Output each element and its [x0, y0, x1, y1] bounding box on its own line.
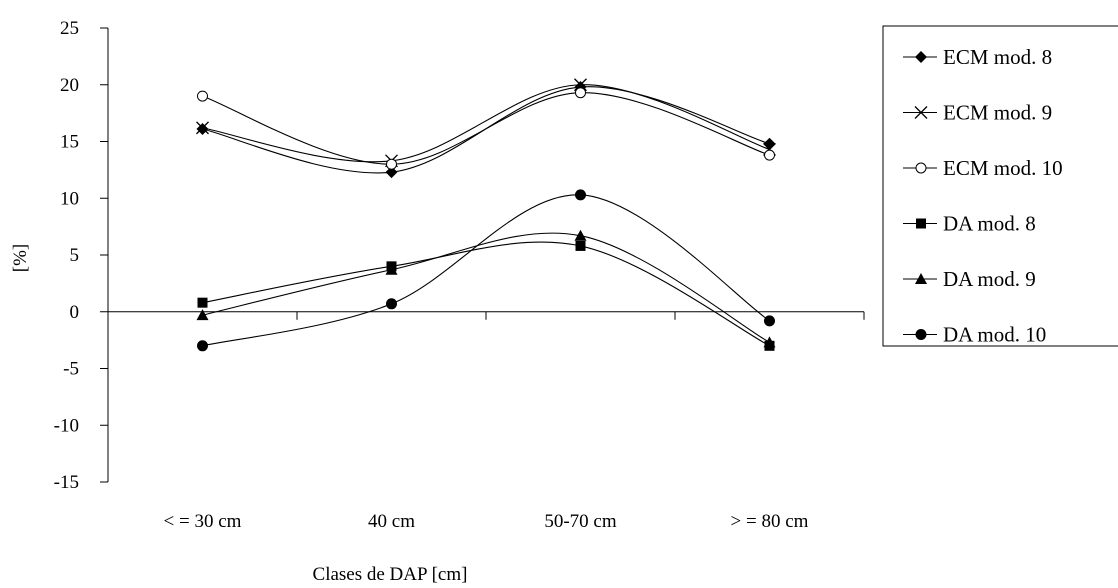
data-point [575, 189, 586, 201]
y-tick-label: -5 [63, 359, 79, 380]
x-axis: < = 30 cm 40 cm 50-70 cm > = 80 cm [107, 311, 865, 532]
legend-label: ECM mod. 9 [943, 101, 1052, 125]
series-lines [202, 84, 770, 347]
data-point [196, 123, 209, 136]
x-tick-label: > = 80 cm [731, 511, 809, 532]
data-point [197, 340, 208, 352]
data-point [764, 149, 775, 161]
x-tick-label: < = 30 cm [164, 511, 242, 532]
x-tick-label: 50-70 cm [544, 511, 617, 532]
legend: ECM mod. 8 ECM mod. 9 ECM mod. 10 DA mod. 8… [882, 25, 1118, 347]
data-point [386, 298, 397, 310]
data-point [196, 121, 209, 135]
series-line [202, 232, 770, 343]
series-markers [196, 78, 776, 352]
legend-label: DA mod. 8 [943, 212, 1036, 236]
y-tick-label: 15 [60, 132, 79, 153]
legend-label: DA mod. 9 [943, 267, 1036, 291]
data-point [385, 263, 398, 275]
legend-marker [915, 329, 927, 340]
y-tick-label: 5 [70, 245, 80, 266]
legend-marker [915, 273, 927, 284]
data-point [575, 240, 586, 251]
y-tick-label: -10 [54, 415, 79, 436]
x-tick-label: 40 cm [368, 511, 415, 532]
x-axis-label: Clases de DAP [cm] [313, 564, 468, 585]
y-axis-label: [%] [10, 244, 31, 272]
data-point [575, 87, 586, 99]
series-line [202, 86, 770, 174]
y-tick-label: 20 [60, 75, 79, 96]
series-line [202, 241, 770, 347]
y-tick-label: 25 [60, 18, 79, 39]
legend-marker [915, 51, 927, 63]
series-line [202, 84, 770, 163]
legend-box [882, 25, 1118, 347]
series-line [202, 92, 770, 165]
y-tick-label: -15 [54, 472, 79, 493]
y-tick-label: 0 [70, 302, 80, 323]
data-point [197, 90, 208, 102]
data-point [385, 166, 398, 179]
data-point [764, 315, 775, 327]
data-point [196, 309, 209, 321]
legend-label: DA mod. 10 [943, 323, 1046, 347]
y-axis: 25 20 15 10 5 0 -5 -10 -15 [54, 18, 109, 493]
legend-marker [916, 218, 926, 229]
legend-marker [914, 106, 928, 119]
series-line [202, 194, 770, 347]
legend-marker [915, 162, 927, 174]
data-point [763, 336, 776, 348]
y-tick-label: 10 [60, 188, 79, 209]
data-point [574, 229, 587, 241]
data-point [574, 78, 587, 92]
legend-label: ECM mod. 10 [943, 156, 1063, 180]
data-point [197, 297, 208, 308]
data-point [386, 158, 397, 170]
legend-label: ECM mod. 8 [943, 45, 1052, 69]
